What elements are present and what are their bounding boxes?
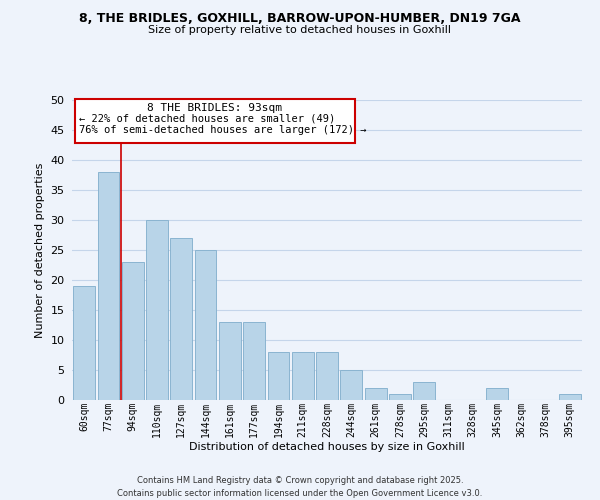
Bar xyxy=(413,382,435,400)
Text: ← 22% of detached houses are smaller (49): ← 22% of detached houses are smaller (49… xyxy=(79,114,335,124)
Text: 8, THE BRIDLES, GOXHILL, BARROW-UPON-HUMBER, DN19 7GA: 8, THE BRIDLES, GOXHILL, BARROW-UPON-HUM… xyxy=(79,12,521,26)
Bar xyxy=(292,352,314,400)
Bar xyxy=(365,388,386,400)
Text: 8 THE BRIDLES: 93sqm: 8 THE BRIDLES: 93sqm xyxy=(148,102,282,113)
Bar xyxy=(486,388,508,400)
Bar xyxy=(389,394,411,400)
Text: Size of property relative to detached houses in Goxhill: Size of property relative to detached ho… xyxy=(149,25,452,35)
Text: Contains HM Land Registry data © Crown copyright and database right 2025.
Contai: Contains HM Land Registry data © Crown c… xyxy=(118,476,482,498)
Bar xyxy=(97,172,119,400)
Bar xyxy=(340,370,362,400)
Bar xyxy=(170,238,192,400)
Bar xyxy=(243,322,265,400)
Text: 76% of semi-detached houses are larger (172) →: 76% of semi-detached houses are larger (… xyxy=(79,124,367,134)
Bar xyxy=(559,394,581,400)
Bar xyxy=(122,262,143,400)
Bar xyxy=(268,352,289,400)
Bar xyxy=(194,250,217,400)
Y-axis label: Number of detached properties: Number of detached properties xyxy=(35,162,44,338)
Bar xyxy=(73,286,95,400)
X-axis label: Distribution of detached houses by size in Goxhill: Distribution of detached houses by size … xyxy=(189,442,465,452)
Bar xyxy=(219,322,241,400)
Bar xyxy=(316,352,338,400)
Bar xyxy=(146,220,168,400)
